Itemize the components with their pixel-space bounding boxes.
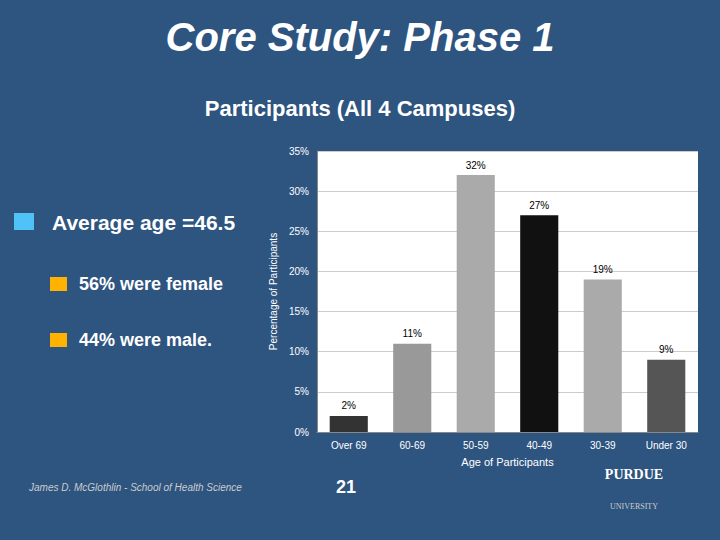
svg-text:21: 21 <box>336 477 356 497</box>
svg-text:60-69: 60-69 <box>399 440 425 451</box>
svg-text:50-59: 50-59 <box>463 440 489 451</box>
svg-text:19%: 19% <box>593 264 613 275</box>
svg-text:10%: 10% <box>289 346 309 357</box>
svg-text:30%: 30% <box>289 186 309 197</box>
svg-text:11%: 11% <box>403 328 422 339</box>
svg-text:Under 30: Under 30 <box>646 440 688 451</box>
svg-text:30-39: 30-39 <box>590 440 616 451</box>
svg-text:Participants (All 4 Campuses): Participants (All 4 Campuses) <box>205 96 516 121</box>
svg-text:27%: 27% <box>529 200 549 211</box>
svg-text:James D. McGlothlin - School o: James D. McGlothlin - School of Health S… <box>28 482 242 493</box>
svg-text:44% were male.: 44% were male. <box>79 330 212 350</box>
svg-text:Over 69: Over 69 <box>331 440 367 451</box>
svg-text:15%: 15% <box>289 306 309 317</box>
svg-text:5%: 5% <box>295 386 310 397</box>
svg-text:PURDUE: PURDUE <box>605 467 663 482</box>
svg-text:UNIVERSITY: UNIVERSITY <box>610 502 658 511</box>
svg-text:9%: 9% <box>659 344 674 355</box>
svg-text:Average age =46.5: Average age =46.5 <box>52 211 235 234</box>
svg-text:20%: 20% <box>289 266 309 277</box>
svg-text:Core Study: Phase 1: Core Study: Phase 1 <box>165 15 554 59</box>
svg-text:40-49: 40-49 <box>526 440 552 451</box>
svg-text:32%: 32% <box>466 160 486 171</box>
svg-text:56% were female: 56% were female <box>79 274 223 294</box>
svg-text:35%: 35% <box>289 146 309 157</box>
svg-text:25%: 25% <box>289 226 309 237</box>
svg-text:Percentage of Participants: Percentage of Participants <box>268 233 279 350</box>
svg-text:Age of Participants: Age of Participants <box>461 456 554 468</box>
svg-text:2%: 2% <box>342 400 357 411</box>
svg-text:0%: 0% <box>295 427 310 438</box>
